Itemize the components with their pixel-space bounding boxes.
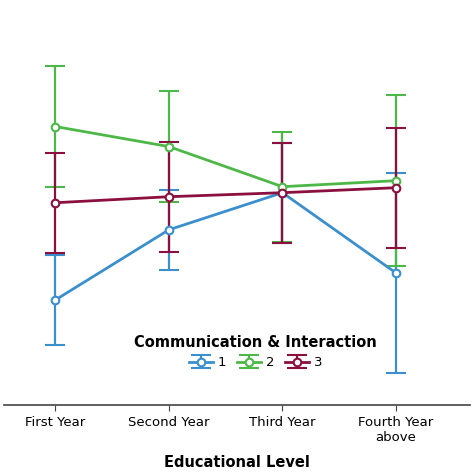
Legend: 1, 2, 3: 1, 2, 3 [129, 329, 382, 374]
X-axis label: Educational Level: Educational Level [164, 455, 310, 470]
